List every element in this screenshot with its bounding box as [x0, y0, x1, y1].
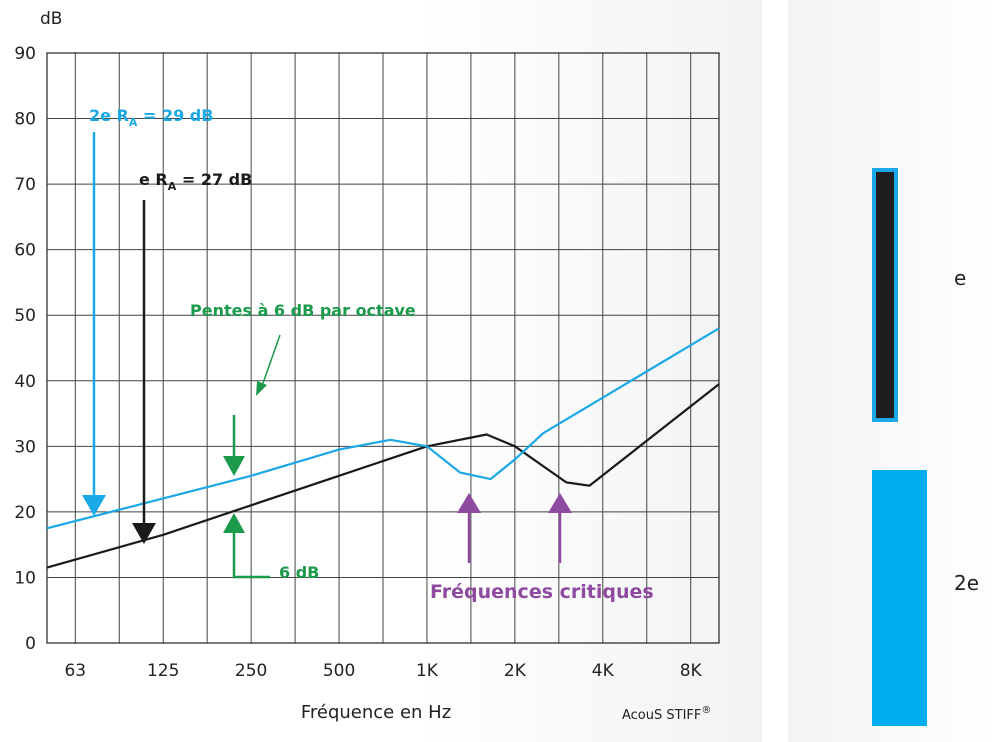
ra-e-text: e RA = 27 dB: [139, 170, 252, 193]
y-tick-label-40: 40: [14, 372, 36, 392]
grid: [46, 52, 720, 644]
y-tick-label-60: 60: [14, 241, 36, 261]
y-tick-label-10: 10: [14, 568, 36, 588]
y-tick-label-80: 80: [14, 110, 36, 130]
slopes-text: Pentes à 6 dB par octave: [190, 301, 416, 320]
critical-text: Fréquences critiques: [430, 581, 654, 603]
legend-bar-2e: [872, 470, 927, 726]
series-layer: [46, 327, 720, 569]
x-tick-label-1K: 1K: [416, 661, 439, 681]
y-tick-label-0: 0: [25, 634, 36, 654]
x-axis-label: Fréquence en Hz: [301, 702, 451, 723]
ra-2e-text: 2e RA = 29 dB: [89, 106, 213, 129]
critical-arrow-1-head: [457, 493, 481, 513]
ra-e-prefix: e R: [139, 170, 168, 189]
y-tick-label-50: 50: [14, 306, 36, 326]
slopes-arrow-head: [256, 381, 267, 396]
annotation-critical: Fréquences critiques: [430, 493, 654, 603]
y-axis-label: dB: [40, 9, 62, 29]
ra-2e-suffix: = 29 dB: [137, 106, 213, 125]
annotation-slopes: Pentes à 6 dB par octave: [190, 301, 416, 396]
brand-text: AcouS STIFF: [622, 708, 701, 723]
ra-2e-arrow-head: [82, 495, 106, 516]
x-tick-label-63: 63: [64, 661, 86, 681]
legend-label-2e: 2e: [954, 571, 980, 595]
y-tick-label-30: 30: [14, 437, 36, 457]
ra-2e-prefix: 2e R: [89, 106, 129, 125]
ra-2e-sub: A: [129, 116, 138, 129]
legend-label-e: e: [954, 266, 967, 290]
critical-arrow-2-head: [548, 493, 572, 513]
ra-e-arrow-head: [132, 523, 156, 544]
step-bracket: [232, 532, 270, 579]
ra-e-suffix: = 27 dB: [176, 170, 252, 189]
x-tick-label-8K: 8K: [680, 661, 703, 681]
x-tick-label-2K: 2K: [504, 661, 527, 681]
step-text: 6 dB: [279, 563, 319, 582]
legend-bar-e: [872, 168, 898, 422]
x-tick-label-500: 500: [323, 661, 355, 681]
series-line-e: [46, 383, 720, 569]
x-tick-label-250: 250: [235, 661, 267, 681]
y-tick-label-90: 90: [14, 44, 36, 64]
x-tick-label-4K: 4K: [592, 661, 615, 681]
x-tick-label-125: 125: [147, 661, 179, 681]
y-tick-label-70: 70: [14, 175, 36, 195]
ra-e-sub: A: [168, 180, 177, 193]
series-line-2e: [46, 327, 720, 530]
x-ticks: 63 125 250 500 1K 2K 4K 8K: [64, 661, 702, 681]
annotation-ra-2e: 2e RA = 29 dB: [82, 106, 213, 516]
y-ticks: 0 10 20 30 40 50 60 70 80 90: [14, 44, 36, 654]
chart-svg: dB 0 10 20 30 40 50 60 70 80 90 63 125 250 500 1K 2K 4K…: [14, 9, 720, 723]
brand-registered: ®: [701, 705, 711, 716]
brand-mark: AcouS STIFF®: [622, 705, 711, 723]
annotation-ra-e: e RA = 27 dB: [132, 170, 252, 544]
step-down-arrow: [223, 456, 245, 476]
chart-panel: [0, 0, 762, 742]
plot-frame: [46, 52, 720, 644]
annotation-6db: 6 dB: [223, 415, 319, 582]
y-tick-label-20: 20: [14, 503, 36, 523]
step-up-arrow: [223, 513, 245, 533]
slopes-arrow-line: [261, 334, 281, 387]
